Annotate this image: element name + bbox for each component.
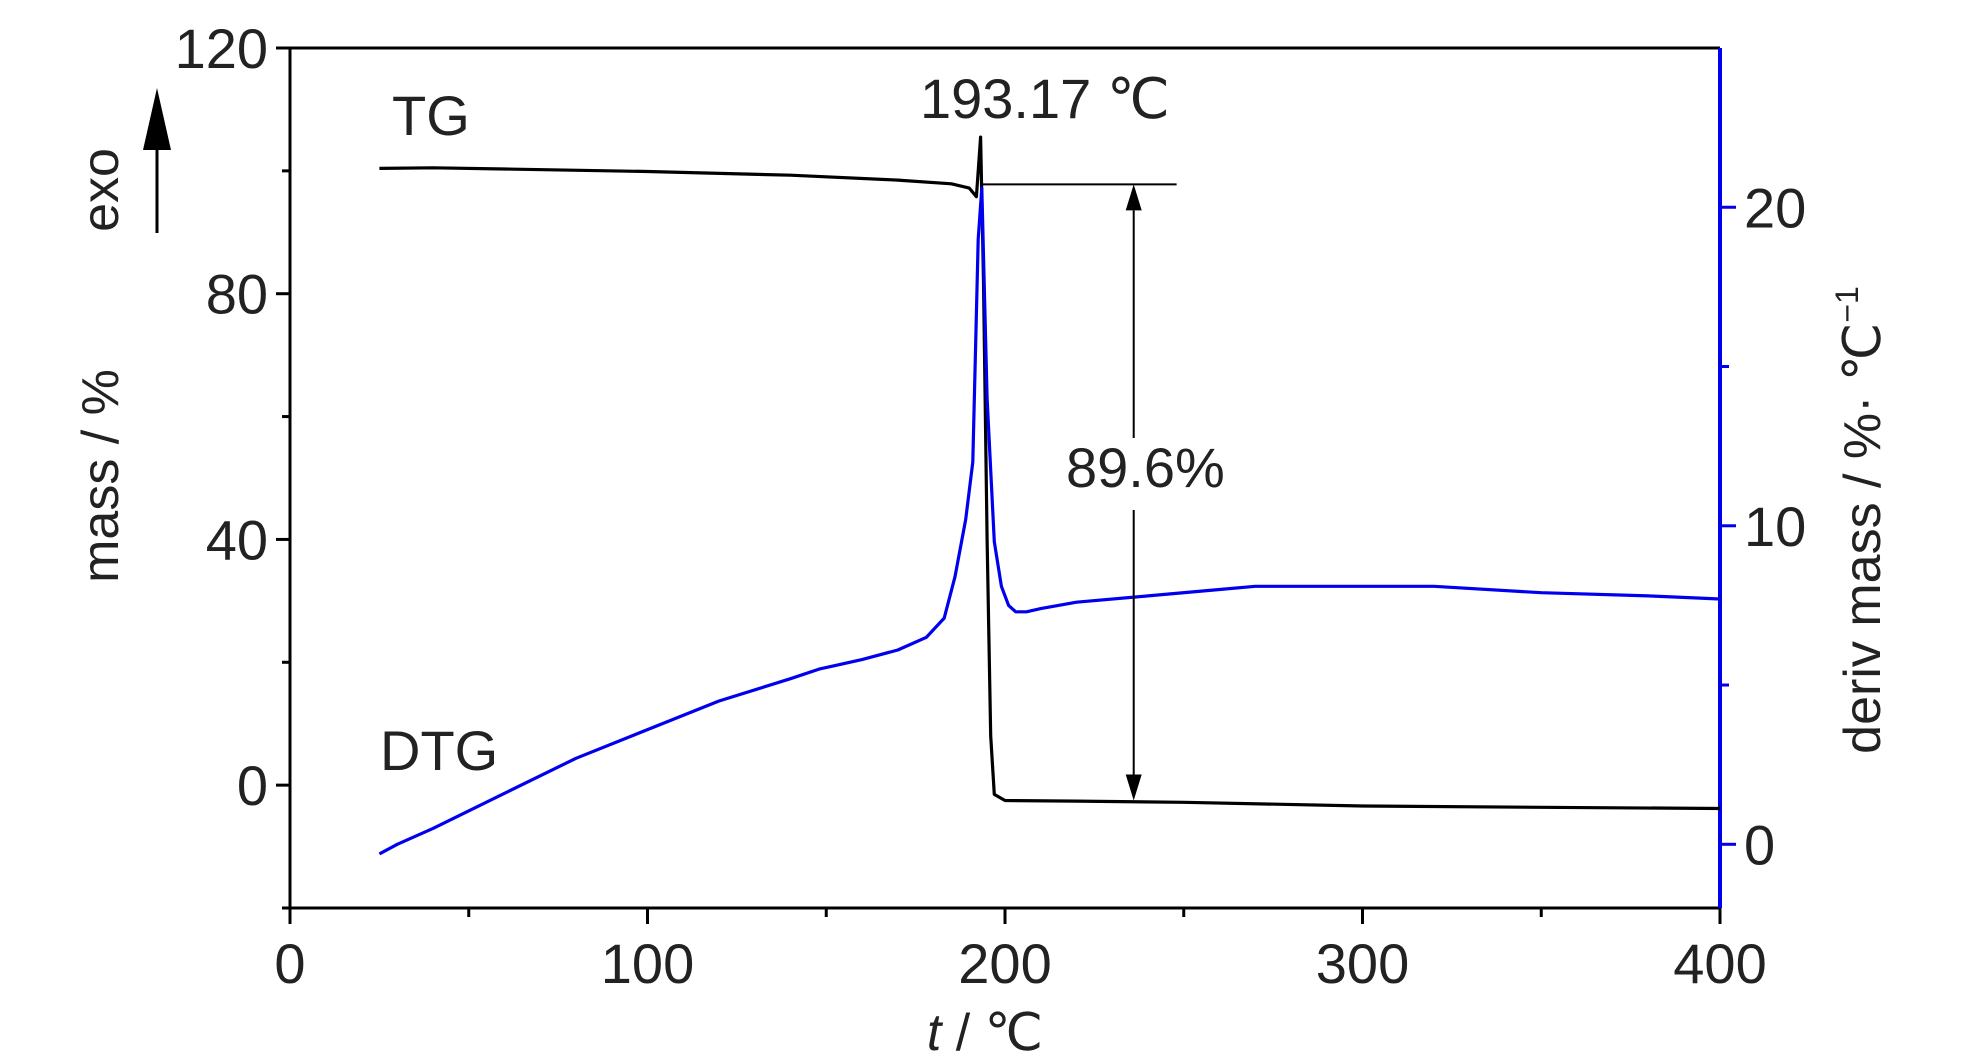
x-axis-title: t / ℃	[927, 1004, 1043, 1062]
x-tick-label: 200	[958, 932, 1051, 995]
mass-loss-label: 89.6%	[1066, 436, 1225, 499]
x-tick-label: 100	[601, 932, 694, 995]
mass-loss-arrow-down-icon	[1125, 774, 1142, 801]
plot-frame	[288, 46, 1722, 910]
left-tick-label: 120	[175, 17, 268, 80]
x-tick-label: 0	[274, 932, 305, 995]
x-axis: 0 100 200 300 400	[274, 908, 1767, 995]
annotation-layer	[979, 183, 1177, 801]
right-tick-label: 10	[1744, 495, 1806, 558]
peak-temperature-label: 193.17 ℃	[920, 67, 1170, 130]
series-line-dtg	[378, 186, 1721, 856]
left-tick-label: 0	[237, 754, 268, 817]
x-axis-title-unit: / ℃	[941, 1004, 1043, 1062]
left-y-axis: 0 40 80 120	[175, 17, 290, 910]
exo-arrow-head-icon	[143, 88, 171, 150]
right-y-axis-title-superscript: −1	[1829, 286, 1865, 322]
left-tick-label: 80	[206, 263, 268, 326]
mass-loss-arrow-up-icon	[1125, 184, 1142, 211]
x-axis-title-italic: t	[927, 1004, 944, 1062]
series-layer	[378, 135, 1721, 856]
right-tick-label: 0	[1744, 813, 1775, 876]
right-tick-label: 20	[1744, 176, 1806, 239]
exo-label: exo	[72, 148, 130, 232]
left-y-axis-title: mass / %	[72, 369, 130, 583]
right-y-axis: 0 10 20	[1720, 176, 1806, 876]
left-tick-label: 40	[206, 508, 268, 571]
tg-series-label: TG	[392, 84, 470, 147]
x-tick-label: 300	[1316, 932, 1409, 995]
series-line-tg	[379, 135, 1721, 811]
right-y-axis-title: deriv mass / %· ℃−1	[1829, 286, 1892, 754]
right-y-axis-title-main: deriv mass / %· ℃	[1834, 323, 1892, 754]
x-tick-label: 400	[1673, 932, 1766, 995]
dtg-series-label: DTG	[380, 719, 498, 782]
